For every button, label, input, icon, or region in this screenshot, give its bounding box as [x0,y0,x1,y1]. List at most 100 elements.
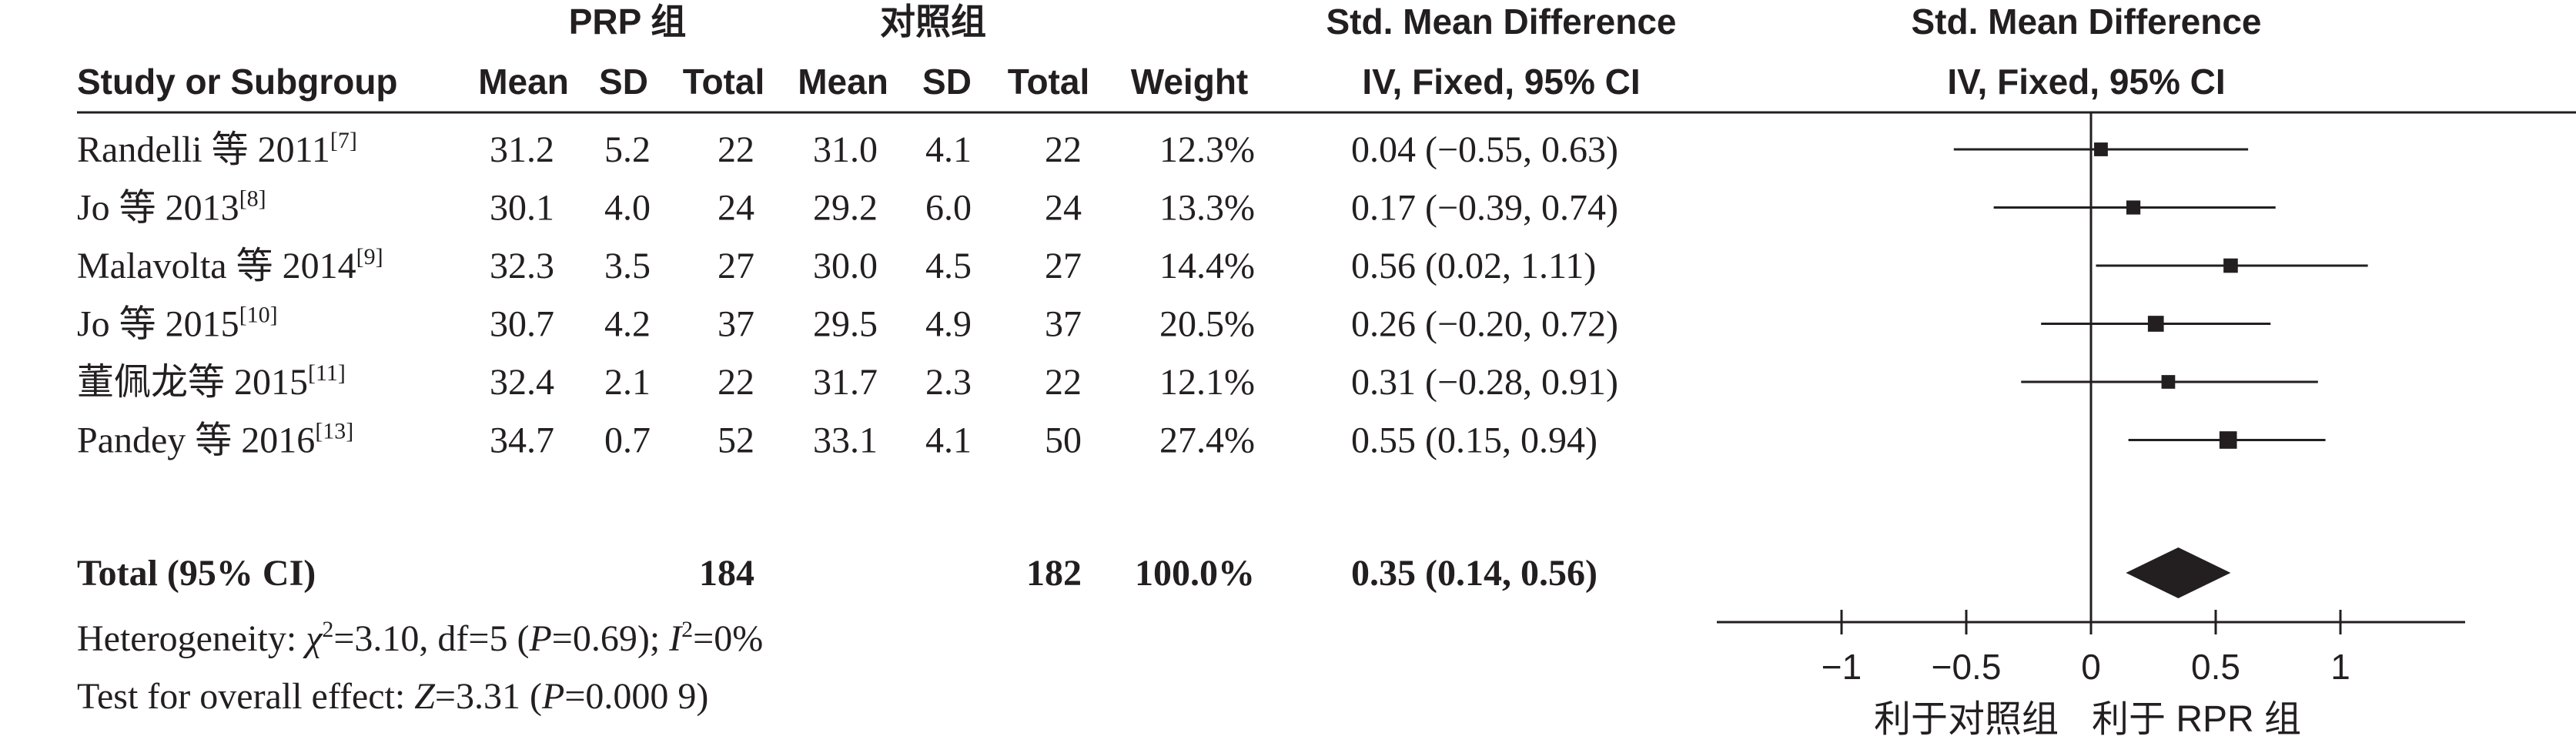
study-sd1-cell: 4.0 [604,188,651,229]
study-reference: [7] [330,128,357,153]
group2-header: 对照组 [880,2,986,42]
study-total1-cell: 37 [718,304,754,345]
study-name: Malavolta 等 2014 [77,246,356,286]
weight-column-header: Weight [1131,62,1248,102]
study-sd1-cell: 5.2 [604,129,651,170]
study-ci-cell: 0.56 (0.02, 1.11) [1351,246,1596,286]
study-sd2-cell: 6.0 [925,188,972,229]
study-total2-cell: 24 [1045,188,1082,229]
study-name: Jo 等 2013 [77,188,239,229]
study-total2-cell: 22 [1045,362,1082,403]
study-name: 董佩龙等 2015 [77,362,308,403]
heterogeneity-i2-sup: 2 [681,617,693,642]
forest-plot-area: −1 −0.5 0 0.5 1 [1717,112,2465,687]
x-axis-tick-label: −1 [1822,647,1862,687]
x-axis-tick-label: 1 [2330,647,2350,687]
heterogeneity-chi: χ [303,618,323,659]
study-total1-cell: 22 [718,129,754,170]
study-mean2-cell: 31.0 [813,129,878,170]
sd1-column-header: SD [599,62,648,102]
study-name: Randelli 等 2011 [77,129,330,170]
study-label: Malavolta 等 2014[9] [77,244,383,286]
heterogeneity-chi-sup: 2 [322,617,333,642]
study-mean1-cell: 30.1 [490,188,554,229]
effect-title-header: Std. Mean Difference [1326,2,1677,42]
study-ci-cell: 0.26 (−0.20, 0.72) [1351,304,1618,345]
study-estimate-square [2126,200,2141,215]
study-estimate-square [2161,375,2176,389]
study-total2-cell: 37 [1045,304,1082,345]
heterogeneity-p-value: =0.69); [552,618,669,659]
study-reference: [13] [315,419,353,444]
study-mean1-cell: 34.7 [490,420,554,461]
study-label: Pandey 等 2016[13] [77,419,353,461]
study-estimate-square [2094,142,2108,156]
sd2-column-header: SD [922,62,972,102]
mean2-column-header: Mean [798,62,888,102]
study-sd1-cell: 2.1 [604,362,651,403]
heterogeneity-i2-value: =0% [693,618,763,659]
study-sd2-cell: 4.5 [925,246,972,286]
summary-ci: 0.35 (0.14, 0.56) [1351,553,1597,594]
study-estimate-square [2147,316,2164,332]
study-label: Jo 等 2015[10] [77,303,278,345]
study-sd2-cell: 4.1 [925,420,972,461]
study-ci-cell: 0.17 (−0.39, 0.74) [1351,188,1618,229]
overall-z-value: =3.31 ( [435,676,542,717]
study-total1-cell: 22 [718,362,754,403]
study-mean1-cell: 30.7 [490,304,554,345]
study-ci-cell: 0.55 (0.15, 0.94) [1351,420,1597,461]
study-sd2-cell: 4.1 [925,129,972,170]
plot-title-header: Std. Mean Difference [1912,2,2262,42]
study-estimate-square [2219,431,2237,449]
summary-total1: 184 [699,553,754,594]
study-row: Jo 等 2015[10] 30.7 4.2 37 29.5 4.9 37 20.5% 0.26… [77,303,1618,345]
summary-total2: 182 [1026,553,1082,594]
study-sd1-cell: 4.2 [604,304,651,345]
study-mean1-cell: 32.3 [490,246,554,286]
study-mean2-cell: 29.2 [813,188,878,229]
study-sd1-cell: 0.7 [604,420,651,461]
study-sd2-cell: 4.9 [925,304,972,345]
overall-effect-note: Test for overall effect: Z=3.31 (P=0.000… [77,676,708,717]
overall-prefix: Test for overall effect: [77,676,414,717]
study-rows: Randelli 等 2011[7] 31.2 5.2 22 31.0 4.1 22 12.3… [77,128,1618,461]
x-axis-tick-label: 0 [2081,647,2101,687]
heterogeneity-p: P [528,618,551,659]
effect-method-header: IV, Fixed, 95% CI [1362,62,1640,102]
study-row: Malavolta 等 2014[9] 32.3 3.5 27 30.0 4.5 27 14.… [77,244,1596,286]
study-reference: [11] [308,360,346,386]
study-weight-cell: 12.1% [1159,362,1255,403]
pooled-estimate-diamond [2126,547,2231,598]
study-mean2-cell: 30.0 [813,246,878,286]
study-label: Jo 等 2013[8] [77,186,266,229]
study-total1-cell: 27 [718,246,754,286]
study-row: Jo 等 2013[8] 30.1 4.0 24 29.2 6.0 24 13.3% 0.17 … [77,186,1618,229]
study-total2-cell: 27 [1045,246,1082,286]
study-weight-cell: 14.4% [1159,246,1255,286]
study-name: Jo 等 2015 [77,304,239,345]
heterogeneity-i2: I [668,618,683,659]
study-reference: [9] [356,244,383,269]
overall-p: P [541,676,564,717]
study-total1-cell: 24 [718,188,754,229]
group1-header: PRP 组 [569,2,687,42]
axis-left-caption: 利于对照组 [1874,699,2059,740]
study-column-header: Study or Subgroup [77,62,398,102]
study-total2-cell: 50 [1045,420,1082,461]
study-ci-cell: 0.04 (−0.55, 0.63) [1351,129,1618,170]
overall-p-value: =0.000 9) [564,676,708,717]
heterogeneity-prefix: Heterogeneity: [77,618,306,659]
study-weight-cell: 13.3% [1159,188,1255,229]
study-row: Randelli 等 2011[7] 31.2 5.2 22 31.0 4.1 22 12.3… [77,128,1618,170]
study-mean2-cell: 33.1 [813,420,878,461]
summary-weight: 100.0% [1135,553,1255,594]
x-axis-tick-label: 0.5 [2191,647,2240,687]
study-mean1-cell: 32.4 [490,362,554,403]
study-label: 董佩龙等 2015[11] [77,360,346,403]
study-mean2-cell: 31.7 [813,362,878,403]
study-reference: [10] [239,303,278,328]
study-sd1-cell: 3.5 [604,246,651,286]
study-estimate-square [2223,258,2238,273]
